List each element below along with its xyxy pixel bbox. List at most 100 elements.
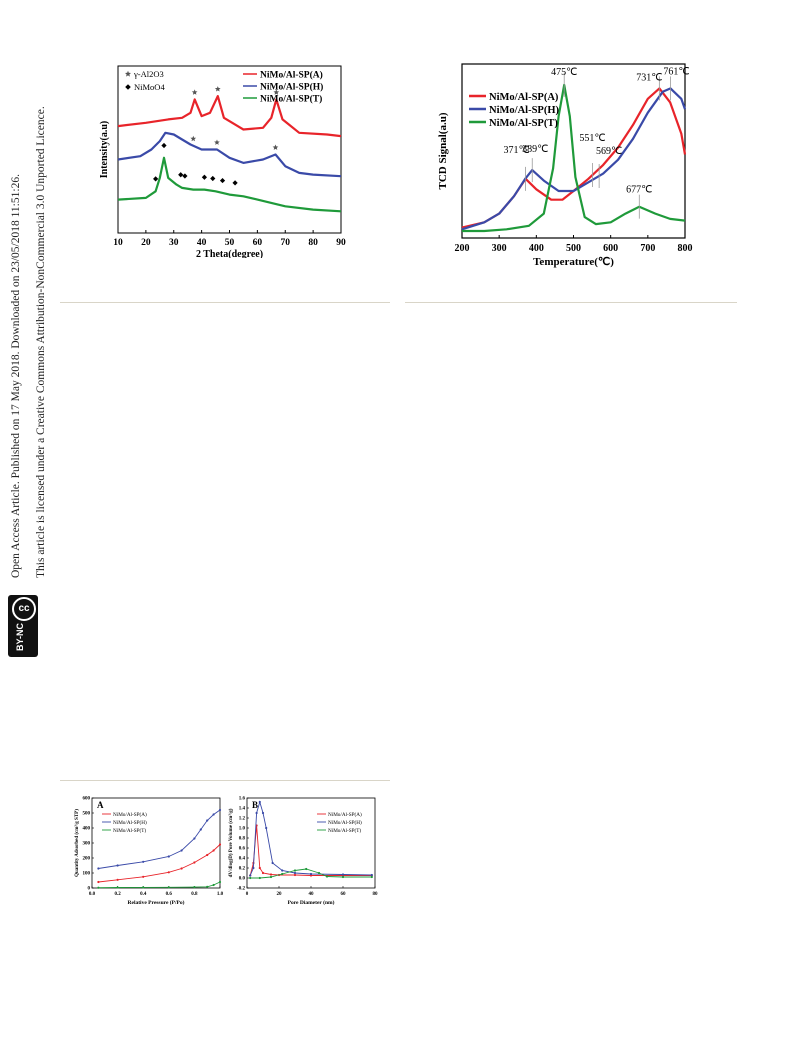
legend-nimoo4-label: NiMoO4	[134, 82, 165, 92]
iso-y-tick-label: 0	[88, 887, 91, 892]
psd-y-tick-label: 1.4	[239, 807, 246, 812]
psd-panel-letter: B	[252, 800, 258, 810]
tpr-x-tick-label: 200	[455, 243, 470, 254]
iso-legend-label: NiMo/Al-SP(T)	[113, 827, 146, 834]
psd-data-point	[271, 861, 274, 865]
tpr-y-axis-label: TCD Signal(a.u)	[437, 112, 449, 189]
iso-x-tick-label: 0.6	[166, 892, 173, 897]
psd-data-point	[370, 875, 373, 879]
psd-x-tick-label: 80	[373, 892, 379, 897]
tpr-x-tick-label: 800	[678, 243, 693, 254]
psd-x-tick-label: 60	[341, 892, 347, 897]
tpr-figure: 200 300 400 500 600 700 800 Temperature(℃) TCD S…	[437, 63, 693, 268]
isotherm-figure: 0.0 0.2 0.4 0.6 0.8 1.0 0 100 200 300 400 500 600 Rel…	[74, 797, 224, 906]
psd-data-point	[249, 876, 252, 880]
psd-data-point	[370, 873, 373, 877]
xrd-nimoo4-diamond-marker	[219, 177, 226, 184]
iso-x-tick-label: 0.8	[191, 892, 198, 897]
iso-data-point	[97, 886, 100, 889]
xrd-alumina-star-marker	[214, 139, 220, 145]
rule-left-top	[60, 302, 390, 303]
iso-data-point	[206, 819, 209, 822]
rule-right-top	[405, 302, 737, 303]
xrd-alumina-star-marker	[191, 89, 198, 95]
iso-y-tick-label: 200	[83, 857, 91, 862]
psd-data-point	[269, 875, 273, 879]
psd-x-tick-label: 40	[309, 892, 315, 897]
pore-size-figure: 0 20 40 60 80 -0.2 0.0 0.2 0.4 0.6 0.8 1.0 1.2 1.4 1.6…	[228, 797, 379, 906]
tpr-peak-label: 569℃	[596, 146, 622, 157]
psd-x-tick-label: 0	[246, 892, 249, 897]
xrd-legend-label: NiMo/Al-SP(T)	[260, 94, 322, 105]
iso-data-point	[142, 860, 145, 863]
xrd-figure: 10 20 30 40 50 60 70 80 90 2 Theta(degree) Intensi…	[99, 65, 346, 258]
tpr-peak-label: 551℃	[579, 133, 605, 144]
psd-data-point	[309, 872, 313, 876]
psd-data-point	[258, 800, 261, 804]
iso-y-tick-label: 300	[83, 842, 91, 847]
psd-data-point	[258, 876, 261, 880]
xrd-x-tick-label: 80	[308, 238, 318, 248]
tpr-x-tick-label: 700	[640, 243, 655, 254]
iso-data-point	[167, 855, 170, 858]
rule-left-bottom	[60, 780, 390, 781]
psd-legend-label: NiMo/Al-SP(A)	[328, 811, 362, 818]
xrd-alumina-star-marker	[214, 86, 221, 92]
psd-data-point	[255, 811, 258, 815]
iso-data-point	[142, 875, 145, 878]
iso-data-point	[206, 885, 209, 888]
iso-data-point	[97, 867, 100, 870]
iso-legend-label: NiMo/Al-SP(A)	[113, 811, 147, 818]
psd-series-line	[249, 800, 372, 876]
tpr-x-tick-label: 500	[566, 243, 581, 254]
psd-data-point	[265, 826, 268, 830]
psd-y-tick-label: 0.0	[239, 877, 246, 882]
xrd-nimoo4-diamond-marker	[210, 175, 216, 182]
iso-x-tick-label: 1.0	[217, 892, 224, 897]
psd-x-axis-label: Pore Diameter (nm)	[288, 899, 335, 906]
licence-notice[interactable]: This article is licensed under a Creativ…	[35, 106, 47, 578]
xrd-alumina-star-marker	[272, 144, 279, 150]
tpr-peak-label: 389℃	[522, 144, 548, 155]
iso-series-line	[98, 844, 221, 883]
psd-data-point	[249, 874, 252, 877]
psd-data-point	[293, 873, 297, 877]
tpr-legend-label: NiMo/Al-SP(T)	[489, 118, 558, 129]
psd-y-tick-label: 0.6	[239, 847, 246, 852]
iso-legend-label: NiMo/Al-SP(H)	[113, 819, 147, 826]
iso-data-point	[142, 886, 145, 889]
xrd-nimoo4-diamond-marker	[182, 173, 188, 179]
legend-alumina-label: γ-Al2O3	[133, 69, 164, 79]
iso-data-point	[212, 849, 215, 852]
iso-data-point	[206, 853, 209, 857]
xrd-nimoo4-diamond-marker	[232, 180, 238, 186]
iso-data-point	[180, 849, 183, 852]
cc-by-nc-badge[interactable]: cc BY-NC	[8, 595, 38, 657]
xrd-legend-label: NiMo/Al-SP(A)	[260, 70, 323, 81]
iso-data-point	[193, 886, 196, 889]
psd-data-point	[341, 875, 345, 879]
psd-y-tick-label: -0.2	[237, 887, 245, 892]
xrd-alumina-star-marker	[190, 135, 197, 142]
legend-star-icon	[125, 70, 131, 77]
iso-data-point	[116, 864, 119, 867]
psd-y-tick-label: 0.2	[239, 867, 246, 872]
xrd-nimoo4-diamond-marker	[161, 142, 167, 149]
iso-data-point	[212, 883, 215, 887]
psd-data-point	[281, 869, 284, 872]
legend-diamond-icon	[125, 84, 131, 90]
published-notice: Open Access Article. Published on 17 May…	[10, 174, 22, 578]
psd-x-tick-label: 20	[277, 892, 283, 897]
iso-data-point	[212, 813, 215, 816]
iso-data-point	[193, 861, 196, 864]
iso-panel-letter: A	[97, 800, 104, 810]
psd-data-point	[341, 873, 345, 876]
psd-data-point	[325, 875, 329, 878]
iso-x-tick-label: 0.4	[140, 892, 147, 897]
xrd-alumina-star-marker	[273, 89, 280, 95]
xrd-series-line	[117, 94, 342, 138]
iso-y-tick-label: 100	[83, 872, 91, 877]
psd-data-point	[317, 871, 321, 875]
xrd-x-tick-label: 40	[197, 238, 207, 248]
psd-y-tick-label: 1.0	[239, 827, 246, 832]
